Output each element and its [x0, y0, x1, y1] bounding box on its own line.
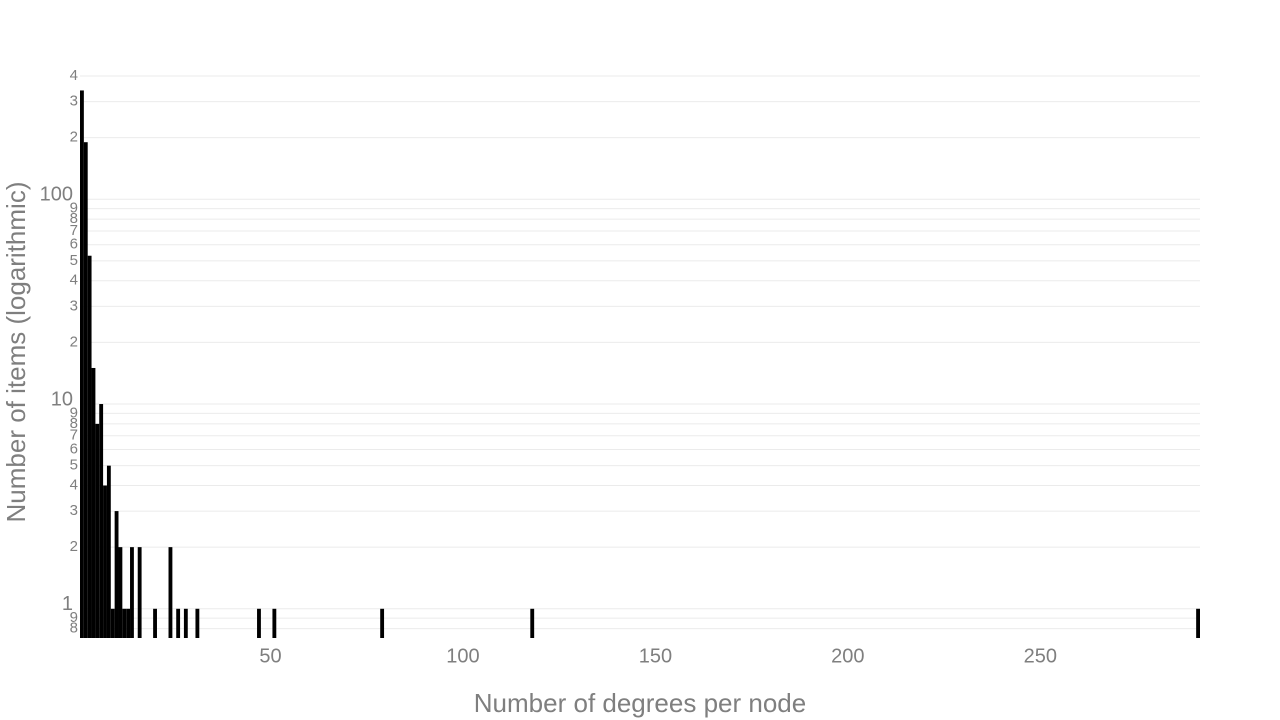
- bar: [126, 608, 131, 638]
- bar: [80, 90, 84, 639]
- y-tick-label: 4: [70, 272, 78, 289]
- bar: [153, 608, 157, 638]
- bar: [272, 608, 277, 638]
- y-tick-label: 7: [70, 222, 78, 239]
- bar: [106, 465, 111, 638]
- bar: [176, 608, 181, 638]
- y-tick-label: 9: [70, 200, 78, 217]
- bar: [195, 608, 200, 638]
- bar: [87, 255, 92, 638]
- bar: [114, 511, 119, 638]
- y-tick-label: 2: [70, 538, 78, 555]
- y-tick-label: 8: [70, 620, 78, 637]
- x-axis-title: Number of degrees per node: [474, 688, 806, 718]
- x-tick-label: 150: [639, 645, 672, 667]
- bar: [530, 608, 535, 638]
- y-tick-label: 10: [51, 388, 73, 410]
- x-tick-label: 100: [446, 645, 479, 667]
- bar: [130, 547, 134, 638]
- bar: [110, 608, 115, 638]
- bar: [1196, 608, 1200, 638]
- bar: [380, 608, 385, 638]
- bar: [118, 547, 123, 638]
- y-axis-title: Number of items (logarithmic): [1, 182, 31, 523]
- y-tick-label: 9: [70, 404, 78, 421]
- y-tick-label: 5: [70, 252, 78, 269]
- x-tick-label: 200: [831, 645, 864, 667]
- y-tick-label: 100: [40, 184, 73, 206]
- x-tick-label: 50: [259, 645, 281, 667]
- bar: [122, 608, 127, 638]
- y-tick-label: 9: [70, 609, 78, 626]
- bar: [99, 404, 104, 638]
- y-tick-label: 6: [70, 440, 78, 457]
- y-tick-label: 3: [70, 502, 78, 519]
- bar: [137, 547, 142, 638]
- bar: [257, 608, 261, 638]
- y-tick-label: 8: [70, 415, 78, 432]
- bar: [91, 367, 96, 638]
- y-tick-label: 4: [70, 476, 78, 493]
- y-tick-label: 4: [70, 67, 78, 84]
- bar: [83, 142, 88, 639]
- y-tick-label: 5: [70, 457, 78, 474]
- y-tick-label: 3: [70, 93, 78, 110]
- y-tick-label: 2: [70, 333, 78, 350]
- y-tick-label: 1: [62, 593, 73, 615]
- y-tick-label: 3: [70, 297, 78, 314]
- y-tick-label: 7: [70, 427, 78, 444]
- bar: [103, 485, 107, 638]
- y-tick-label: 8: [70, 210, 78, 227]
- y-tick-label: 2: [70, 129, 78, 146]
- x-tick-label: 250: [1024, 645, 1057, 667]
- y-tick-label: 6: [70, 236, 78, 253]
- bar: [168, 547, 173, 638]
- bar: [95, 423, 100, 638]
- bar: [183, 608, 188, 638]
